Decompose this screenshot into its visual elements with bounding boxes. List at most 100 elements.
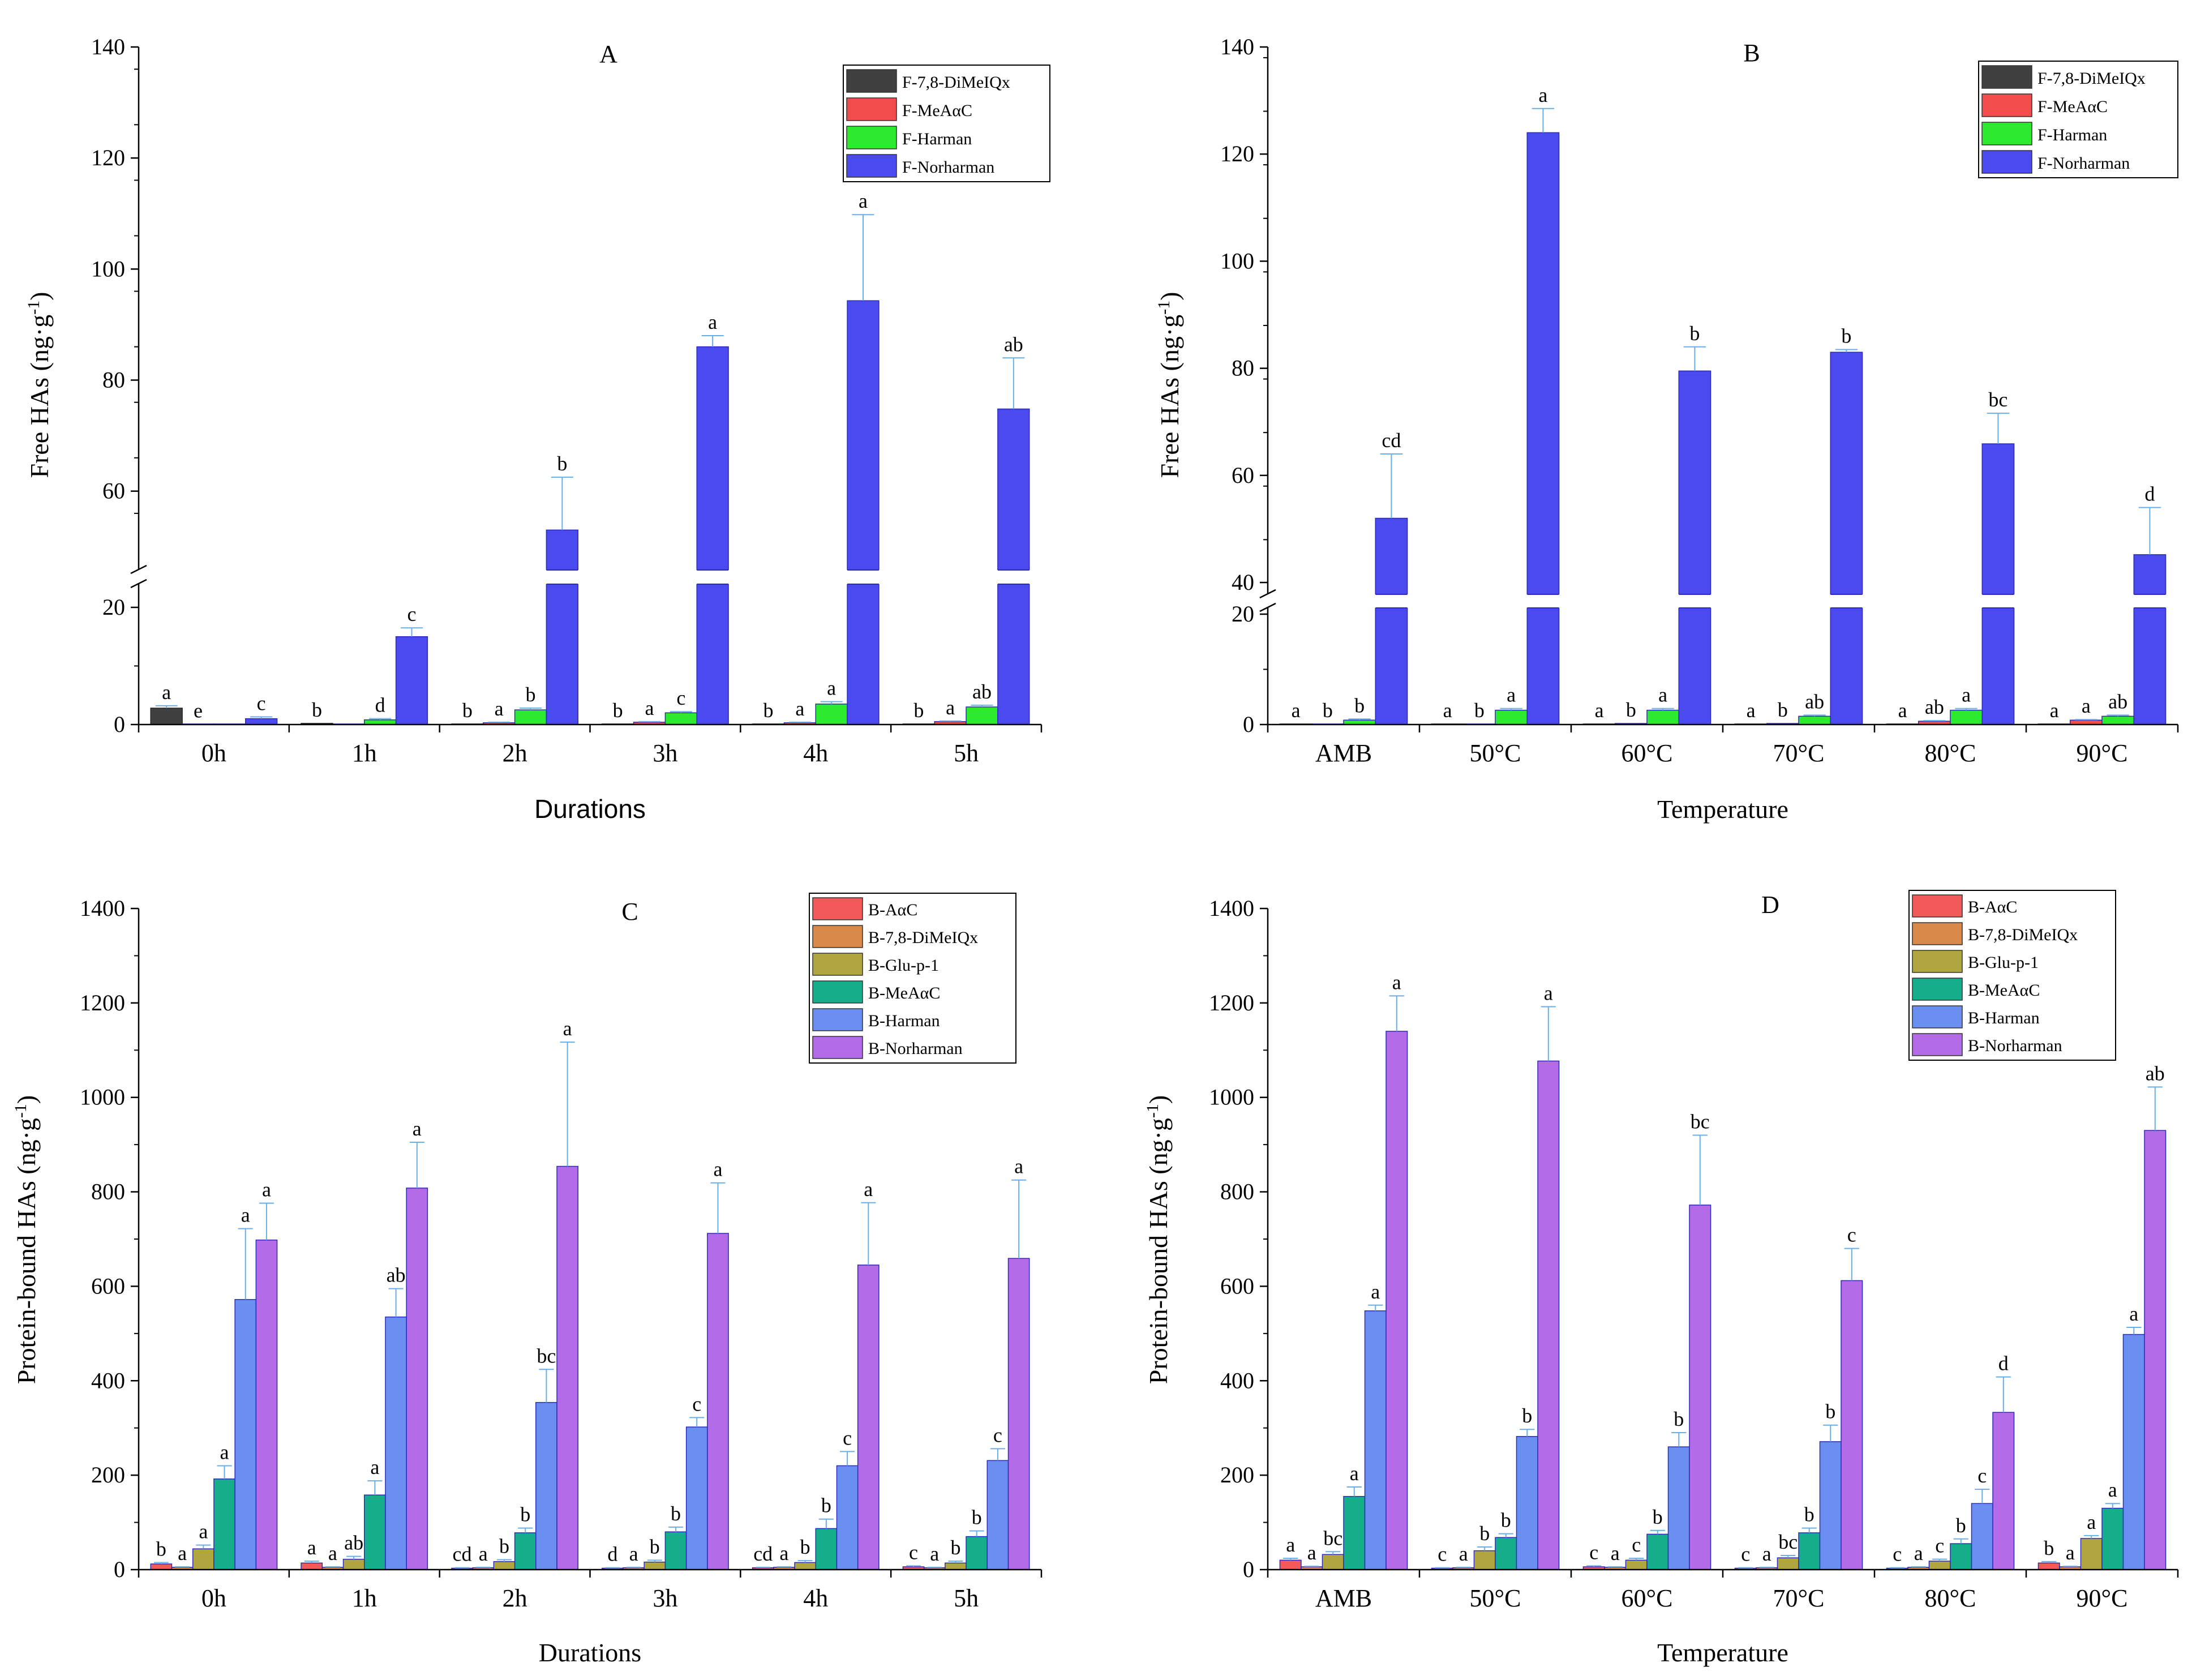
bar — [1007, 1258, 1030, 1570]
significance-letter: ab — [1805, 690, 1824, 713]
legend-entry: F-7,8-DiMeIQx — [2037, 69, 2146, 88]
y-axis-label-text: Free HAs (ng·g — [25, 315, 54, 478]
axis-break-mark — [1259, 602, 1276, 612]
significance-letter: a — [2066, 1541, 2075, 1564]
significance-letter: c — [909, 1541, 918, 1563]
legend: B-AαC B-7,8-DiMeIQx B-Glu-p-1 B-MeAαC B-Harm… — [1908, 890, 2116, 1061]
bar — [385, 1316, 407, 1570]
bar — [1279, 1559, 1302, 1570]
legend-entry: F-Harman — [902, 130, 972, 148]
significance-letter: b — [520, 1503, 530, 1526]
significance-letter: cd — [453, 1543, 472, 1566]
significance-letter: c — [1438, 1543, 1447, 1566]
significance-letter: a — [199, 1520, 208, 1543]
significance-letter: c — [407, 603, 416, 625]
y-axis-label: Free HAs (ng·g-1) — [24, 292, 54, 478]
y-tick-label: 120 — [91, 145, 125, 170]
legend-entry: F-Harman — [2037, 126, 2107, 144]
significance-letter: c — [257, 692, 266, 715]
y-axis-label-close: ) — [1144, 1095, 1173, 1104]
y-axis-label: Protein-bound HAs (ng·g-1) — [11, 1095, 41, 1385]
bar — [794, 1562, 816, 1570]
significance-letter: c — [993, 1424, 1002, 1446]
axis-break-mark — [130, 578, 147, 589]
x-tick-label: 2h — [503, 1584, 527, 1612]
legend-swatch — [1981, 65, 2032, 89]
x-tick-label: 80°C — [1925, 739, 1976, 767]
significance-letter: b — [1323, 699, 1333, 722]
bar — [1798, 715, 1831, 725]
y-tick-label: 80 — [1232, 355, 1254, 381]
significance-letter: a — [413, 1117, 422, 1140]
legend-swatch — [1981, 122, 2032, 145]
x-tick-label: AMB — [1315, 1584, 1372, 1612]
legend-entry: B-Norharman — [1968, 1036, 2062, 1055]
significance-letter: a — [370, 1456, 379, 1478]
significance-letter: a — [241, 1204, 250, 1227]
y-axis-label-sup: -1 — [1155, 301, 1173, 315]
bar — [2144, 1130, 2167, 1570]
y-axis-label-text: Free HAs (ng·g — [1155, 315, 1184, 478]
bar — [1385, 1031, 1408, 1570]
bar — [815, 1528, 838, 1570]
significance-letter: b — [1689, 322, 1700, 345]
significance-letter: d — [607, 1543, 617, 1566]
bar — [1364, 1310, 1387, 1570]
bar — [192, 1548, 215, 1570]
bar — [997, 408, 1030, 725]
significance-letter: a — [1762, 1542, 1771, 1565]
bar — [847, 300, 880, 725]
x-tick-label: 0h — [201, 1584, 226, 1612]
significance-letter: a — [930, 1542, 939, 1565]
y-axis-label-sup: -1 — [11, 1104, 30, 1118]
x-tick-label: 5h — [954, 739, 979, 767]
significance-letter: ab — [387, 1264, 406, 1287]
panel-title: D — [1761, 891, 1779, 919]
legend-entry: B-AαC — [1968, 898, 2017, 916]
y-tick-label: 600 — [1220, 1273, 1254, 1298]
significance-letter: a — [2050, 699, 2059, 722]
bar-break-gap — [1829, 594, 1864, 608]
y-tick-label: 140 — [1220, 34, 1254, 59]
bar — [1689, 1205, 1711, 1570]
significance-letter: c — [692, 1392, 701, 1415]
bar — [301, 1562, 323, 1570]
significance-letter: b — [671, 1502, 681, 1525]
significance-letter: a — [1392, 971, 1401, 993]
bar — [2101, 1507, 2124, 1570]
legend-swatch — [1981, 93, 2032, 117]
significance-letter: a — [479, 1542, 488, 1565]
significance-letter: b — [1956, 1514, 1966, 1537]
significance-letter: a — [708, 311, 717, 333]
significance-letter: bc — [1778, 1531, 1798, 1553]
significance-letter: bc — [537, 1344, 556, 1367]
significance-letter: a — [713, 1158, 722, 1181]
legend: F-7,8-DiMeIQx F-MeAαC F-Harman F-Norharman — [1978, 61, 2178, 178]
y-tick-label: 1200 — [80, 990, 125, 1015]
significance-letter: bc — [1323, 1527, 1342, 1549]
bar — [1830, 352, 1863, 725]
bar — [395, 636, 428, 725]
significance-letter: b — [1522, 1404, 1532, 1427]
significance-letter: b — [1804, 1503, 1814, 1526]
bar — [1646, 1533, 1669, 1570]
panel-title: A — [599, 40, 617, 68]
legend-swatch — [846, 154, 897, 178]
legend-entry: B-Norharman — [868, 1039, 963, 1058]
y-axis-label-close: ) — [1155, 292, 1184, 300]
y-tick-label: 800 — [1220, 1179, 1254, 1205]
significance-letter: a — [946, 696, 955, 719]
significance-letter: a — [1538, 84, 1547, 106]
y-tick-label: 800 — [91, 1179, 125, 1205]
bar — [493, 1561, 516, 1570]
x-tick-label: 90°C — [2077, 1584, 2128, 1612]
x-tick-label: 90°C — [2077, 739, 2128, 767]
legend-swatch — [1912, 950, 1963, 973]
x-tick-label: 1h — [352, 739, 377, 767]
bar — [1625, 1559, 1648, 1570]
y-tick-label: 60 — [1232, 462, 1254, 488]
y-axis-label-sup: -1 — [24, 301, 43, 315]
significance-letter: a — [1371, 1280, 1380, 1303]
